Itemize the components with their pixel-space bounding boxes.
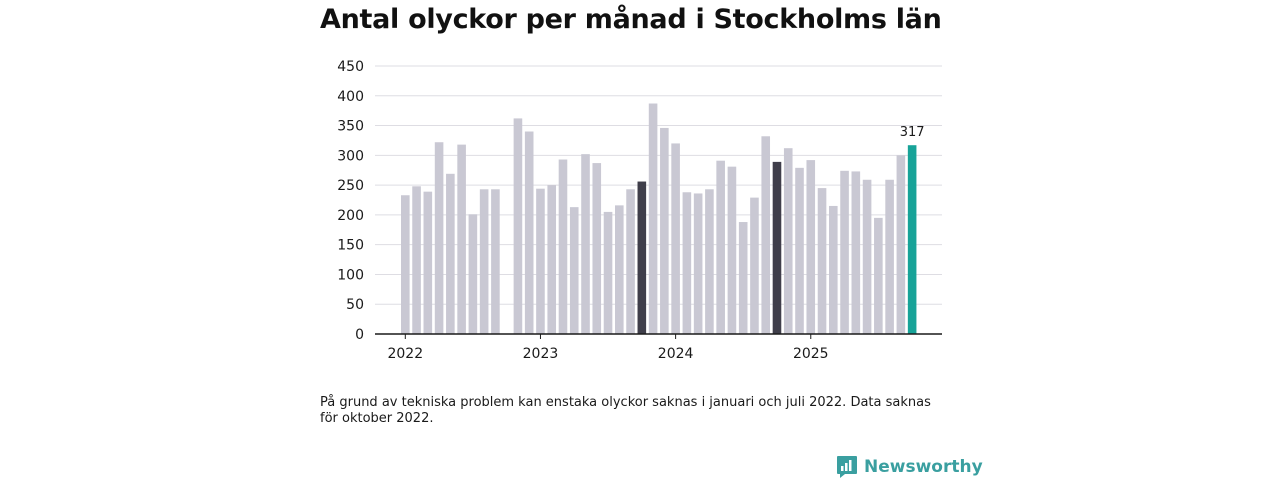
bar-2024-11 xyxy=(783,148,793,334)
bar-2023-06 xyxy=(592,163,602,334)
bar-2022-07 xyxy=(468,214,478,334)
y-axis-ticks: 0 50 100 150 200 250 300 350 400 450 xyxy=(337,59,364,343)
bar-2023-07 xyxy=(603,211,613,334)
x-tick-label: 2023 xyxy=(523,346,559,362)
newsworthy-logo-icon xyxy=(837,456,857,478)
bar-2024-03 xyxy=(693,193,703,334)
bar-2024-05 xyxy=(716,160,725,334)
y-tick-label: 50 xyxy=(346,297,364,313)
y-tick-label: 250 xyxy=(337,178,364,194)
bar-2025-08 xyxy=(885,179,894,334)
bars xyxy=(401,103,917,335)
x-tick-label: 2025 xyxy=(793,346,829,362)
bar-2022-08 xyxy=(479,189,489,334)
bar-2025-05 xyxy=(851,171,861,334)
bar-2023-01 xyxy=(536,188,545,334)
bar-2022-05 xyxy=(446,173,455,334)
bar-2024-10 xyxy=(772,161,782,334)
data-label: 317 xyxy=(900,125,925,140)
bar-2024-06 xyxy=(727,166,737,334)
bar-2023-04 xyxy=(569,207,579,334)
y-tick-label: 0 xyxy=(355,327,364,343)
bar-2022-12 xyxy=(524,131,534,334)
footnote: På grund av tekniska problem kan enstaka… xyxy=(320,395,931,426)
y-tick-label: 350 xyxy=(337,119,364,135)
y-tick-label: 300 xyxy=(337,148,364,164)
bar-2022-01 xyxy=(401,195,410,334)
bar-2022-04 xyxy=(434,142,444,334)
bar-2022-03 xyxy=(423,191,433,334)
bar-2023-11 xyxy=(648,103,658,335)
bar-2024-09 xyxy=(761,136,771,334)
bar-2023-09 xyxy=(626,189,635,334)
bar-2023-10 xyxy=(637,181,647,334)
bar-2024-01 xyxy=(671,143,680,334)
brand-name: Newsworthy xyxy=(864,457,983,477)
bar-2023-02 xyxy=(547,185,557,334)
chart-title: Antal olyckor per månad i Stockholms län xyxy=(320,4,942,35)
bar-2025-06 xyxy=(862,179,872,334)
x-tick-label: 2022 xyxy=(387,346,423,362)
bar-2025-09 xyxy=(896,155,906,334)
bar-2024-08 xyxy=(750,197,759,334)
bar-2022-02 xyxy=(412,186,421,334)
bar-2023-03 xyxy=(558,159,568,334)
brand-logo[interactable]: Newsworthy xyxy=(836,455,983,479)
bar-2023-05 xyxy=(581,154,590,334)
bar-2022-11 xyxy=(513,118,523,334)
x-axis-ticks: 2022 2023 2024 2025 xyxy=(387,334,829,362)
bar-2025-02 xyxy=(817,188,827,334)
y-tick-label: 150 xyxy=(337,238,364,254)
bar-2025-04 xyxy=(840,170,849,334)
bar-2022-09 xyxy=(491,189,500,334)
bar-2024-04 xyxy=(705,189,714,334)
y-tick-label: 400 xyxy=(337,89,364,105)
bar-2024-02 xyxy=(682,192,692,334)
bar-2025-03 xyxy=(828,205,838,334)
bar-2025-10 xyxy=(907,145,917,334)
bar-2023-12 xyxy=(660,127,669,334)
bar-2023-08 xyxy=(614,205,624,334)
x-tick-label: 2024 xyxy=(658,346,694,362)
y-tick-label: 450 xyxy=(337,59,364,75)
bar-2024-07 xyxy=(738,222,748,334)
annotations: 317 xyxy=(900,125,925,140)
bar-2022-06 xyxy=(457,144,466,334)
y-tick-label: 200 xyxy=(337,208,364,224)
bar-2025-07 xyxy=(874,217,883,334)
bar-chart: 0 50 100 150 200 250 300 350 400 450 2022 2023 2024… xyxy=(337,59,942,362)
bar-2025-01 xyxy=(806,160,816,334)
y-tick-label: 100 xyxy=(337,267,364,283)
bar-2024-12 xyxy=(795,167,804,334)
